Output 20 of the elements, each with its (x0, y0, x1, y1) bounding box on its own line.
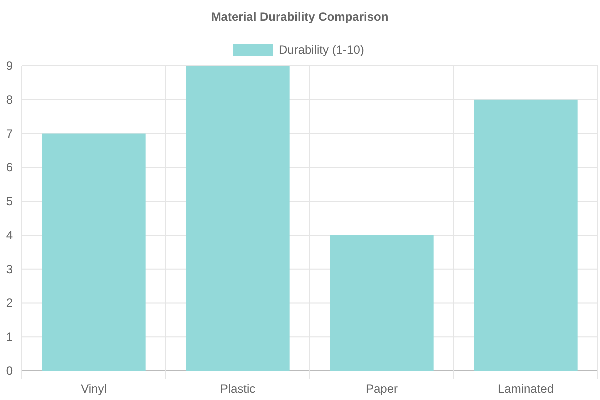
y-tick-label: 3 (6, 262, 14, 276)
y-tick-label: 0 (6, 364, 14, 378)
bar (474, 100, 578, 371)
y-tick-label: 4 (6, 228, 14, 242)
bar (42, 134, 146, 371)
y-tick-label: 8 (6, 92, 14, 107)
chart-title: Material Durability Comparison (211, 10, 389, 24)
y-tick-label: 1 (6, 330, 14, 344)
bar (330, 235, 434, 371)
y-tick-label: 5 (6, 194, 14, 209)
y-tick-label: 7 (6, 126, 14, 141)
x-tick-label: Laminated (498, 382, 554, 396)
bar (186, 66, 290, 371)
legend-label: Durability (1-10) (279, 43, 364, 57)
x-tick-label: Vinyl (81, 382, 107, 396)
x-tick-label: Plastic (220, 382, 256, 396)
y-tick-label: 9 (6, 59, 14, 73)
y-tick-label: 6 (6, 160, 14, 175)
x-tick-label: Paper (366, 382, 398, 396)
y-tick-label: 2 (6, 296, 14, 310)
